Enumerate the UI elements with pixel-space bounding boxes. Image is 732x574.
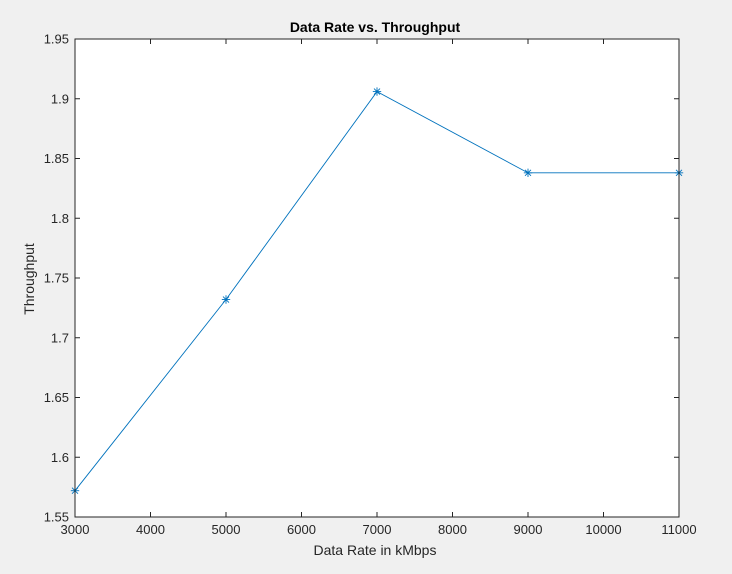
- y-tick-label: 1.55: [44, 510, 69, 525]
- x-tick-label: 10000: [585, 522, 621, 537]
- data-point: [221, 295, 231, 304]
- x-tick-label: 8000: [438, 522, 467, 537]
- y-tick-label: 1.95: [44, 32, 69, 47]
- x-tick-label: 11000: [661, 522, 696, 537]
- x-tick-label: 7000: [363, 522, 392, 537]
- y-tick-label: 1.6: [51, 450, 69, 465]
- axes-area: [75, 39, 679, 517]
- x-tick-label: 5000: [212, 522, 241, 537]
- y-tick-label: 1.9: [51, 91, 69, 106]
- x-axis-label: Data Rate in kMbps: [314, 542, 437, 558]
- data-point: [523, 168, 533, 178]
- x-tick-label: 4000: [136, 522, 165, 537]
- x-tick-label: 6000: [287, 522, 316, 537]
- axes-box: [74, 38, 680, 518]
- plot-area: [70, 87, 684, 495]
- data-point: [372, 87, 382, 96]
- y-tick-label: 1.8: [51, 211, 69, 226]
- y-tick-label: 1.85: [44, 151, 69, 166]
- y-tick-label: 1.65: [44, 390, 69, 405]
- y-tick-label: 1.75: [44, 271, 69, 286]
- tick-labels: 3000 4000 5000 6000 7000 8000 9000 10000 11000 1.…: [44, 32, 697, 538]
- x-tick-label: 9000: [514, 522, 543, 537]
- y-axis-label: Throughput: [21, 243, 37, 315]
- x-tick-label: 3000: [61, 522, 90, 537]
- chart-title: Data Rate vs. Throughput: [290, 19, 461, 35]
- y-tick-label: 1.7: [51, 330, 69, 345]
